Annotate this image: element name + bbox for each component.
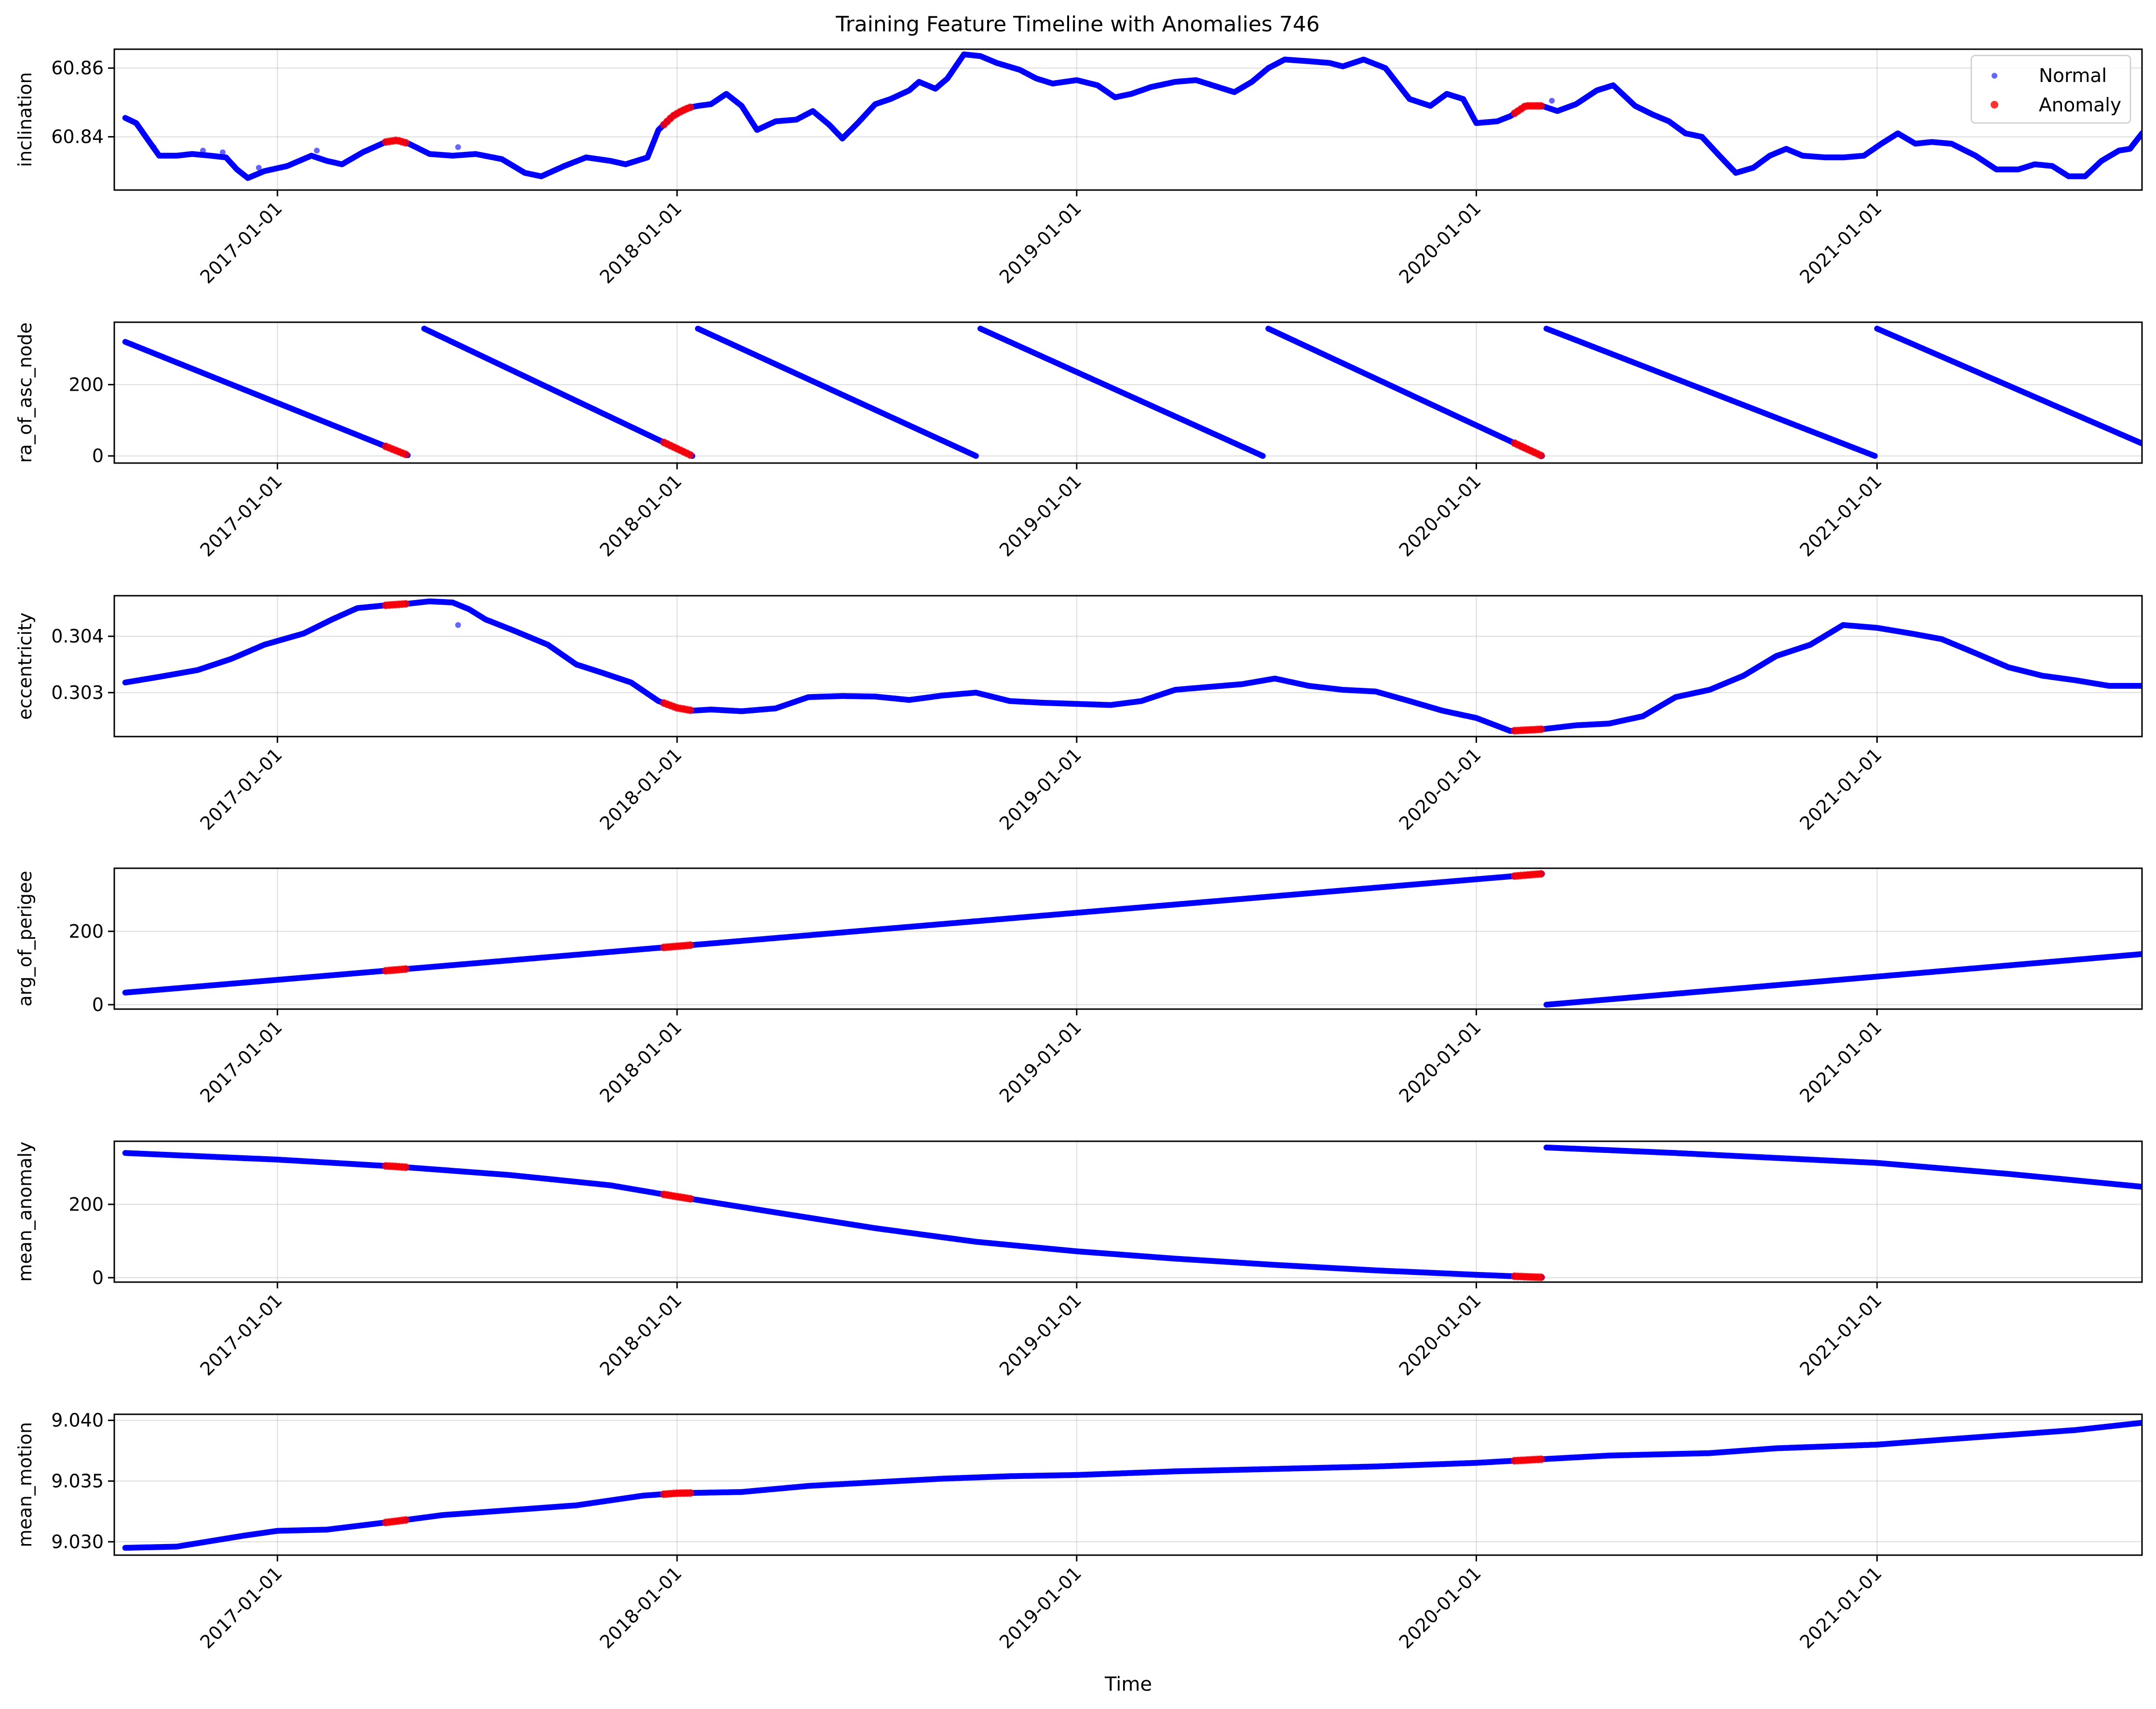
normal-outlier-point [150,144,157,150]
y-tick-label: 200 [68,1194,104,1215]
normal-outlier-point [240,172,246,178]
normal-outlier-point [256,164,262,171]
panel-data [122,870,2142,1008]
normal-series-line [122,51,2142,181]
y-tick-label: 9.030 [51,1531,104,1552]
normal-outlier-point [455,622,461,628]
anomaly-point [402,1163,409,1171]
normal-outlier-point [200,148,206,154]
anomaly-point [686,103,694,111]
panel-frame [113,1413,2143,1556]
panel-frame [113,321,2143,464]
anomaly-point [1537,102,1545,110]
y-tick-label: 9.035 [51,1470,104,1491]
y-tick-label: 0 [92,445,104,466]
normal-outlier-point [219,149,226,155]
normal-series-line [1543,1144,2142,1190]
y-tick-label: 60.84 [51,126,104,148]
y-tick-label: 0.304 [51,626,104,647]
panel-frame [113,1140,2143,1283]
anomaly-point [686,451,694,459]
anomaly-point [402,138,409,147]
y-tick-label: 0 [92,1267,104,1288]
anomaly-point [402,600,409,608]
y-axis-label: mean_motion [14,1422,36,1547]
anomaly-point [1537,1455,1545,1463]
anomaly-point [686,1195,694,1203]
anomaly-point [402,1516,409,1524]
legend-label-anomaly: Anomaly [2039,95,2121,116]
anomaly-point [686,706,694,714]
y-axis-label: inclination [14,72,36,167]
anomaly-point [1537,451,1545,460]
normal-series-line [977,326,1266,459]
y-axis-label: mean_anomaly [14,1142,36,1282]
normal-series-line [122,871,1545,996]
normal-outlier-point [314,148,320,154]
x-axis-label: Time [1104,1673,1152,1695]
y-tick-label: 60.86 [51,57,104,79]
anomaly-point [402,450,409,458]
legend-anomaly-marker [1991,101,1998,109]
y-axis-label: arg_of_perigee [14,871,36,1007]
chart-title: Training Feature Timeline with Anomalies… [835,12,1319,37]
normal-series-line [122,339,411,458]
anomaly-point [402,965,409,973]
normal-series-line [1543,951,2142,1008]
panel-frame [113,595,2143,738]
y-axis-label: ra_of_asc_node [14,322,36,463]
legend-normal-marker [1992,73,1997,79]
anomaly-point [1537,725,1545,733]
anomaly-point [686,1489,694,1497]
y-tick-label: 200 [68,921,104,942]
legend: Normal Anomaly [1970,55,2131,124]
panel-data [122,1144,2142,1281]
normal-series-line [695,326,979,459]
normal-series-line [1265,326,1545,459]
panel-data [122,598,2142,735]
panel-frame [113,48,2143,191]
anomaly-point [686,941,694,949]
y-tick-label: 0.303 [51,682,104,703]
panel-data [122,1420,2142,1551]
normal-series-line [1543,326,1878,459]
panel-data [122,51,2142,181]
y-tick-label: 0 [92,994,104,1015]
anomaly-point [1537,1273,1545,1281]
y-tick-label: 200 [68,374,104,395]
legend-box [1970,55,2131,124]
normal-series-line [1874,326,2142,447]
normal-series-line [122,1150,1545,1281]
normal-series-line [122,1420,2142,1551]
panel-frame [113,867,2143,1010]
normal-outlier-point [455,144,461,150]
normal-series-line [421,326,695,459]
anomaly-point [1537,870,1545,878]
legend-label-normal: Normal [2039,65,2107,87]
normal-series-line [122,598,2142,734]
y-axis-label: eccentricity [14,613,36,720]
y-tick-label: 9.040 [51,1410,104,1431]
panel-data [122,326,2142,460]
normal-outlier-point [1549,97,1555,104]
